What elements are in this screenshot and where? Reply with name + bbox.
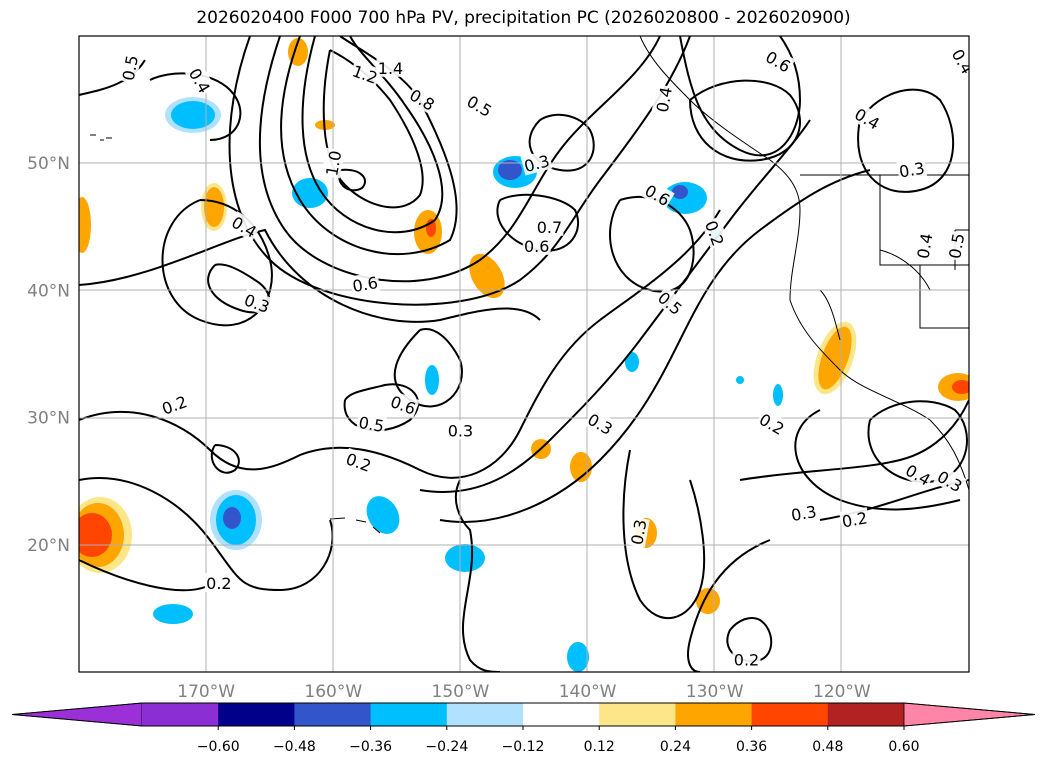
contour-label: 0.2: [204, 572, 233, 593]
contour-labels: 0.5 0.4 1.21.40.8 0.51.0 0.30.60.40.40.40.30…: [117, 44, 969, 669]
colorbar-tick-label: −0.36: [349, 739, 392, 755]
coastlines: [90, 36, 969, 534]
colorbar-segment: [446, 703, 524, 726]
lon-tick-label: 140°W: [559, 682, 617, 702]
contour-label: 0.5: [117, 52, 142, 84]
lat-tick-label: 50°N: [27, 154, 70, 174]
lon-tick-label: 120°W: [813, 682, 871, 702]
contour-label: 0.4: [901, 459, 936, 490]
colorbar-tick-label: −0.60: [197, 739, 240, 755]
contour-label-text: 0.4: [913, 232, 936, 260]
contour-label: 0.3: [446, 420, 475, 440]
longitude-tick-labels: 170°W 160°W 150°W 140°W 130°W 120°W: [177, 682, 871, 702]
colorbar-segment: [218, 703, 295, 726]
contour-label-text: 0.2: [206, 574, 231, 593]
colorbar-segment: [370, 703, 448, 726]
contour-label-text: 1.0: [322, 149, 345, 177]
colorbar-tick-label: 0.36: [736, 739, 767, 755]
contour-label: 0.2: [732, 649, 761, 669]
contour-label-text: 0.4: [653, 86, 676, 114]
colorbar-segment: [294, 703, 372, 726]
colorbar-segment: [827, 703, 905, 726]
contour-label: 0.6: [522, 235, 551, 256]
precip-shading: [79, 38, 969, 672]
contour-label: 0.6: [349, 271, 381, 296]
contour-label-text: 0.7: [537, 218, 562, 237]
colorbar-segment: [751, 703, 829, 726]
contour-label: 0.6: [640, 179, 675, 210]
colorbar-tick-label: −0.48: [273, 739, 316, 755]
contour-label-text: 0.6: [351, 273, 379, 296]
colorbar: −0.60 −0.48 −0.36 −0.24 −0.12 0.12 0.24 0.36 0.4…: [11, 702, 1036, 755]
contour-label-text: 0.2: [734, 650, 759, 669]
colorbar-tick-label: 0.60: [888, 739, 919, 755]
contour-label: 0.4: [651, 84, 676, 115]
colorbar-segment: [599, 703, 676, 726]
contour-label: 0.2: [342, 447, 376, 476]
latitude-tick-labels: 20°N 30°N 40°N 50°N: [27, 154, 70, 556]
contour-label: 0.8: [405, 83, 440, 115]
pv-contours: [79, 36, 969, 672]
contour-label-text: 0.3: [898, 158, 926, 181]
contour-label-text: 0.6: [524, 237, 549, 256]
plot-frame: [78, 35, 970, 673]
colorbar-tick-label: 0.12: [584, 739, 615, 755]
lat-tick-label: 20°N: [27, 536, 70, 556]
colorbar-segment: [675, 703, 753, 726]
contour-label-text: 0.3: [448, 421, 473, 440]
contour-label: 1.0: [321, 147, 345, 179]
contour-label-text: 0.5: [357, 413, 385, 436]
contour-label: 0.3: [626, 516, 650, 548]
contour-label: 0.3: [788, 500, 820, 525]
contour-label-text: 0.2: [840, 508, 868, 531]
colorbar-tick-label: 0.48: [812, 739, 843, 755]
colorbar-extend-high: [903, 702, 1036, 727]
colorbar-extend-low: [11, 702, 143, 727]
lon-tick-label: 130°W: [686, 682, 744, 702]
contour-label-text: 0.5: [119, 54, 142, 82]
contour-label: 0.5: [356, 411, 387, 436]
gridlines: [79, 36, 969, 672]
colorbar-tick-label: −0.24: [425, 739, 468, 755]
lon-tick-label: 170°W: [177, 682, 235, 702]
colorbar-outline: [11, 702, 1036, 727]
contour-label: 0.5: [944, 230, 968, 262]
contour-label: 0.7: [535, 216, 564, 237]
chart-title: 2026020400 F000 700 hPa PV, precipitatio…: [196, 8, 851, 28]
lat-tick-label: 40°N: [27, 281, 70, 301]
contour-label: 0.4: [912, 230, 937, 262]
colorbar-tick-label: −0.12: [502, 739, 545, 755]
colorbar-tick-label: 0.24: [660, 739, 691, 755]
lon-tick-label: 150°W: [432, 682, 490, 702]
contour-label-text: 1.4: [378, 59, 403, 78]
colorbar-segment: [142, 703, 219, 726]
contour-label-text: 0.3: [790, 502, 818, 525]
contour-label-text: 0.3: [627, 518, 650, 546]
contour-label: 0.3: [896, 157, 928, 182]
lat-tick-label: 30°N: [27, 409, 70, 429]
colorbar-segment: [523, 703, 600, 726]
contour-label-text: 0.5: [945, 232, 968, 260]
contour-label: 1.4: [376, 57, 405, 78]
contour-label: 0.2: [839, 507, 870, 531]
lon-tick-label: 160°W: [304, 682, 362, 702]
